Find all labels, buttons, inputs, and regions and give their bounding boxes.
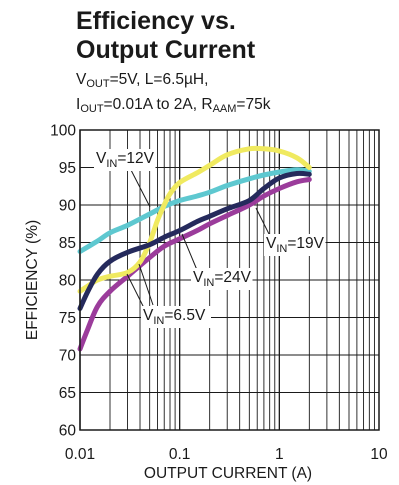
series-lines: [77, 145, 312, 352]
label-leader-line: [181, 233, 198, 271]
series-label-vin-12v: VIN=12V: [96, 150, 155, 170]
label-background: [94, 149, 156, 171]
y-tick-label: 75: [59, 310, 76, 327]
tick-labels: 60 65 70 75 80 85 90 95 100 0.01 0.1 1 10: [50, 123, 388, 464]
y-tick-label: 100: [50, 123, 76, 140]
series-label-vin-6-5v: VIN=6.5V: [143, 307, 206, 327]
y-tick-label: 65: [59, 385, 76, 402]
chart-title-line1: Efficiency vs.: [76, 7, 236, 35]
series-label-vin-19v: VIN=19V: [266, 235, 325, 255]
y-tick-label: 95: [59, 160, 76, 177]
label-leader-line: [255, 207, 271, 237]
y-tick-label: 60: [59, 423, 77, 440]
label-background: [141, 306, 211, 328]
label-background: [191, 268, 253, 290]
label-leader-line: [138, 263, 154, 306]
x-tick-label: 1: [275, 446, 284, 463]
series-line-vin-24v: [77, 170, 312, 311]
chart-subtitle-line1: VOUT=5V, L=6.5µH,: [76, 71, 209, 90]
series-labels: VIN=12V VIN=19V VIN=24V VIN=6.5V: [94, 149, 326, 328]
x-tick-label: 10: [370, 446, 388, 463]
chart-subtitle-line2: IOUT=0.01A to 2A, RAAM=75k: [76, 96, 271, 115]
y-axis-label: EFFICIENCY (%): [24, 220, 41, 340]
series-line-vin-12v: [77, 167, 312, 254]
label-background: [264, 234, 326, 256]
chart-title-line2: Output Current: [76, 36, 256, 64]
plot-frame: [79, 129, 380, 431]
plot-border: [79, 129, 380, 431]
series-line-vin-19v: [77, 145, 312, 294]
series-line-vin-6-5v: [77, 177, 312, 352]
label-leader-line: [126, 273, 147, 313]
x-axis-label: OUTPUT CURRENT (A): [144, 465, 312, 482]
y-tick-label: 90: [59, 198, 77, 215]
series-label-vin-24v: VIN=24V: [193, 269, 252, 289]
x-tick-label: 0.01: [65, 446, 95, 463]
x-tick-label: 0.1: [169, 446, 191, 463]
y-tick-label: 85: [59, 235, 76, 252]
label-leader-line: [130, 169, 151, 208]
y-tick-label: 70: [59, 348, 77, 365]
y-tick-label: 80: [59, 273, 77, 290]
